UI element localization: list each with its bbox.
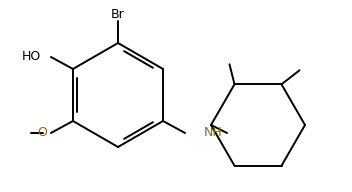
Text: NH: NH [204,127,222,140]
Text: O: O [37,127,47,140]
Text: HO: HO [22,50,41,64]
Text: Br: Br [111,7,125,21]
